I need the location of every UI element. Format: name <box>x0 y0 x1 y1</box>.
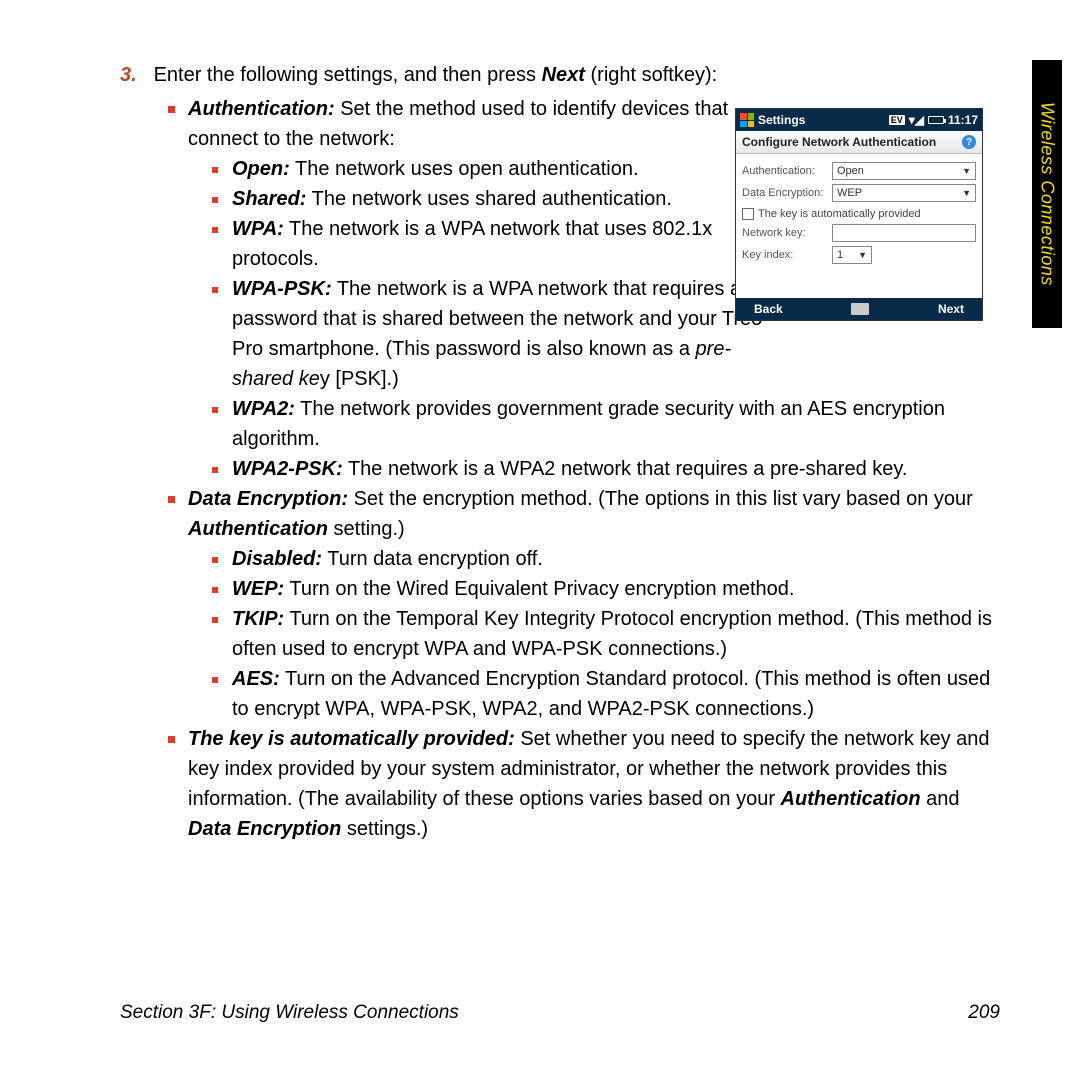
auth-dropdown[interactable]: Open ▼ <box>832 162 976 180</box>
tkip-l: TKIP: <box>232 608 284 630</box>
side-tab-text: Wireless Connections <box>1037 102 1058 286</box>
key-i1: Authentication <box>781 788 921 810</box>
auth-row: Authentication: Open ▼ <box>742 162 976 180</box>
next-softkey[interactable]: Next <box>938 302 964 316</box>
step-next: Next <box>542 64 585 86</box>
phone-screenshot: Settings EV ▾◢ 11:17 Configure Network A… <box>735 108 983 321</box>
keyindex-label: Key index: <box>742 249 832 261</box>
tkip-t: Turn on the Temporal Key Integrity Proto… <box>232 608 992 660</box>
wpa2-item: WPA2: The network provides government gr… <box>232 394 1002 454</box>
enc-row: Data Encryption: WEP ▼ <box>742 184 976 202</box>
start-icon[interactable] <box>740 113 754 127</box>
wpapsk-l: WPA-PSK: <box>232 278 332 300</box>
wpapsk-item: WPA-PSK: The network is a WPA network th… <box>232 274 792 394</box>
chevron-down-icon: ▼ <box>962 188 971 198</box>
wpa2-t: The network provides government grade se… <box>232 398 945 450</box>
netkey-input[interactable] <box>832 224 976 242</box>
keyboard-icon[interactable] <box>851 303 869 315</box>
key-heading: The key is automatically provided: Set w… <box>188 724 998 844</box>
wep-item: WEP: Turn on the Wired Equivalent Privac… <box>232 574 1002 604</box>
key-i2: Data Encryption <box>188 818 341 840</box>
battery-icon <box>928 116 944 124</box>
form-body: Authentication: Open ▼ Data Encryption: W… <box>736 154 982 298</box>
disabled-item: Disabled: Turn data encryption off. <box>232 544 1002 574</box>
enc-heading: Data Encryption: Set the encryption meth… <box>188 484 998 544</box>
key-t2: and <box>921 788 960 810</box>
wpa-t: The network is a WPA network that uses 8… <box>232 218 712 270</box>
status-title: Settings <box>758 113 805 127</box>
signal-icon: ▾◢ <box>909 113 924 127</box>
checkbox-icon[interactable] <box>742 208 754 220</box>
wep-l: WEP: <box>232 578 284 600</box>
wpa-l: WPA: <box>232 218 284 240</box>
aes-l: AES: <box>232 668 280 690</box>
status-time: 11:17 <box>948 113 978 127</box>
softkey-bar: Back Next <box>736 298 982 320</box>
chevron-down-icon: ▼ <box>962 166 971 176</box>
aes-t: Turn on the Advanced Encryption Standard… <box>232 668 990 720</box>
footer-section: Section 3F: Using Wireless Connections <box>120 1002 459 1024</box>
window-title: Configure Network Authentication <box>742 135 936 149</box>
help-icon[interactable]: ? <box>962 135 976 149</box>
wpa2psk-t: The network is a WPA2 network that requi… <box>343 458 908 480</box>
wpa2psk-item: WPA2-PSK: The network is a WPA2 network … <box>232 454 1002 484</box>
shared-t: The network uses shared authentication. <box>306 188 671 210</box>
status-right: EV ▾◢ 11:17 <box>889 113 978 127</box>
shared-l: Shared: <box>232 188 306 210</box>
page-footer: Section 3F: Using Wireless Connections 2… <box>120 1002 1000 1024</box>
wep-t: Turn on the Wired Equivalent Privacy enc… <box>284 578 794 600</box>
auth-heading: Authentication: Set the method used to i… <box>188 94 748 154</box>
wpa-item: WPA: The network is a WPA network that u… <box>232 214 792 274</box>
key-label: The key is automatically provided: <box>188 728 515 750</box>
enc-desc1: Set the encryption method. (The options … <box>348 488 973 510</box>
step-text-c: (right softkey): <box>585 64 717 86</box>
shared-item: Shared: The network uses shared authenti… <box>232 184 792 214</box>
chevron-down-icon: ▼ <box>858 250 867 260</box>
autokey-row[interactable]: The key is automatically provided <box>742 208 976 220</box>
footer-page: 209 <box>968 1002 1000 1024</box>
wpa2psk-l: WPA2-PSK: <box>232 458 343 480</box>
open-l: Open: <box>232 158 290 180</box>
step-text-a: Enter the following settings, and then p… <box>154 64 542 86</box>
enc-field-label: Data Encryption: <box>742 187 832 199</box>
auth-label: Authentication: <box>188 98 335 120</box>
window-title-bar: Configure Network Authentication ? <box>736 131 982 154</box>
disabled-t: Turn data encryption off. <box>322 548 543 570</box>
autokey-label: The key is automatically provided <box>758 208 921 220</box>
key-t3: settings.) <box>341 818 428 840</box>
aes-item: AES: Turn on the Advanced Encryption Sta… <box>232 664 1002 724</box>
netkey-label: Network key: <box>742 227 832 239</box>
wpa2-l: WPA2: <box>232 398 295 420</box>
keyindex-dropdown[interactable]: 1▼ <box>832 246 872 264</box>
tkip-item: TKIP: Turn on the Temporal Key Integrity… <box>232 604 1002 664</box>
wpapsk-t2: y [PSK].) <box>320 368 399 390</box>
back-softkey[interactable]: Back <box>754 302 783 316</box>
open-item: Open: The network uses open authenticati… <box>232 154 792 184</box>
disabled-l: Disabled: <box>232 548 322 570</box>
enc-desc-i: Authentication <box>188 518 328 540</box>
keyindex-row: Key index: 1▼ <box>742 246 976 264</box>
status-bar: Settings EV ▾◢ 11:17 <box>736 109 982 131</box>
auth-field-label: Authentication: <box>742 165 832 177</box>
auth-value: Open <box>837 165 864 177</box>
ev-icon: EV <box>889 115 905 125</box>
status-left: Settings <box>740 113 805 127</box>
open-t: The network uses open authentication. <box>290 158 639 180</box>
enc-value: WEP <box>837 187 862 199</box>
enc-desc2: setting.) <box>328 518 405 540</box>
step-number: 3. <box>120 60 148 90</box>
side-tab: Wireless Connections <box>1032 60 1062 328</box>
enc-label: Data Encryption: <box>188 488 348 510</box>
enc-dropdown[interactable]: WEP ▼ <box>832 184 976 202</box>
keyindex-value: 1 <box>837 249 843 261</box>
step-line: 3. Enter the following settings, and the… <box>120 60 1000 90</box>
netkey-row: Network key: <box>742 224 976 242</box>
